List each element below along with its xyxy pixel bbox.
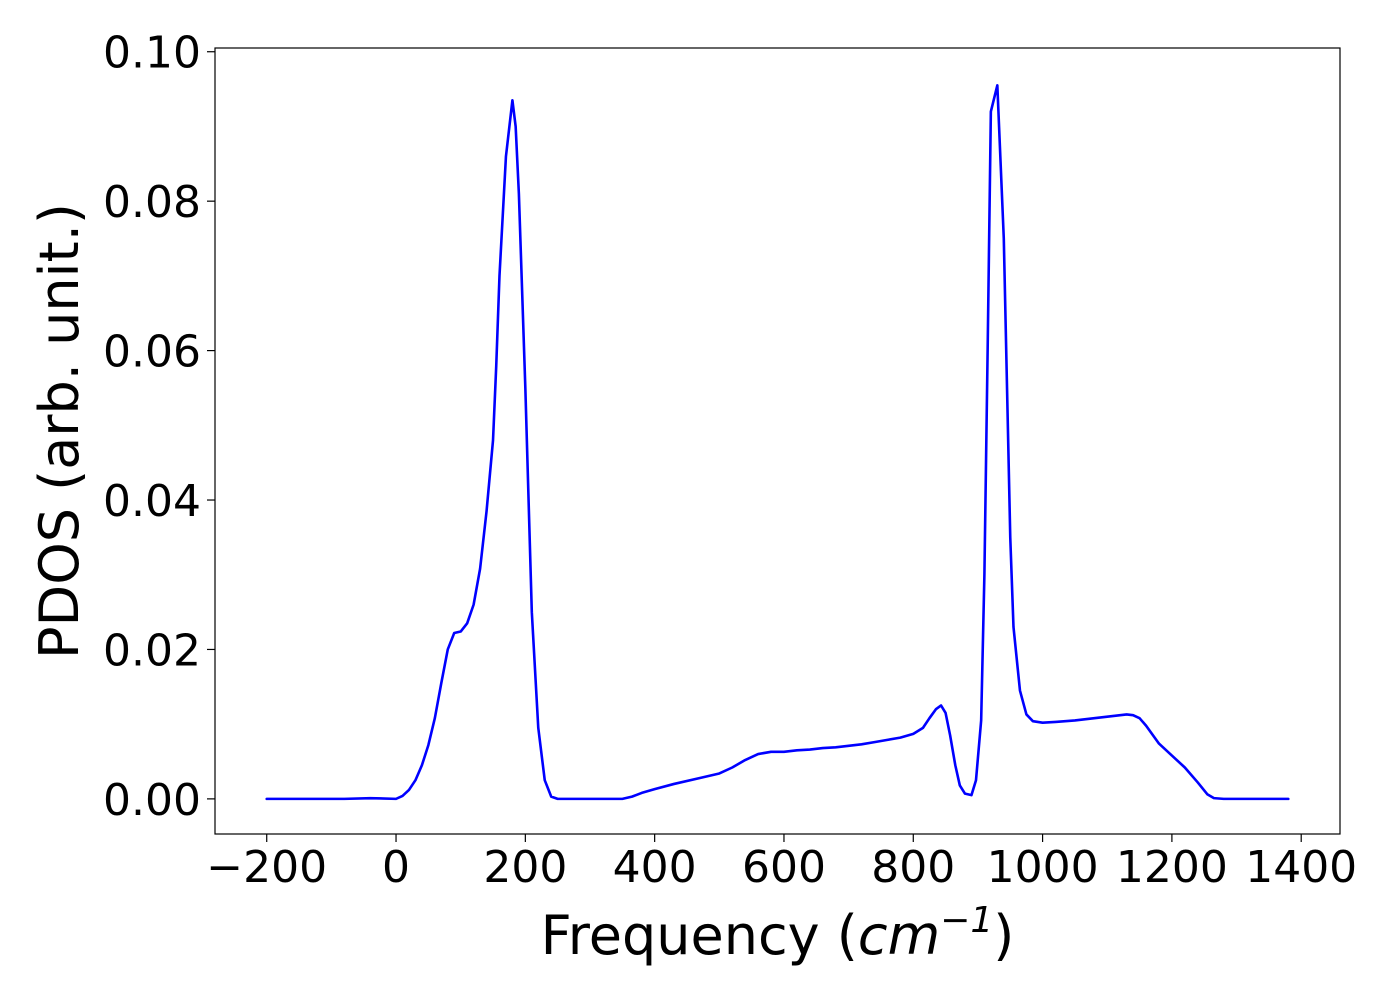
x-axis-label: Frequency (cm−1) [541, 900, 1015, 967]
x-tick-label: 0 [382, 842, 410, 893]
y-axis-label: PDOS (arb. unit.) [28, 203, 91, 659]
x-axis-label-unit: cm [858, 904, 940, 967]
y-tick-label: 0.00 [103, 775, 201, 826]
x-tick-label: 200 [483, 842, 567, 893]
x-tick-label: 600 [742, 842, 826, 893]
ticks-layer: −200 0 200 400 600 800 1000 1200 1400 0.00 0.02 0.0… [103, 28, 1357, 893]
plot-frame [214, 47, 1341, 835]
x-axis-label-paren-close: ) [993, 904, 1014, 967]
x-tick-label: 800 [871, 842, 955, 893]
y-tick-label: 0.06 [103, 327, 201, 378]
x-tick-label: 1200 [1116, 842, 1228, 893]
x-tick-label: 400 [613, 842, 697, 893]
y-tick-label: 0.04 [103, 476, 201, 527]
x-axis-label-unit-exponent: −1 [940, 900, 993, 941]
pdos-series-line [265, 84, 1290, 801]
y-tick-label: 0.02 [103, 625, 201, 676]
x-axis-label-text: Frequency [541, 904, 837, 967]
y-tick-label: 0.10 [103, 28, 201, 79]
x-axis-label-paren-open: ( [837, 904, 858, 967]
series-layer [265, 84, 1290, 801]
x-tick-label: 1000 [987, 842, 1099, 893]
y-tick-label: 0.08 [103, 177, 201, 228]
x-tick-label: 1400 [1245, 842, 1357, 893]
x-tick-label: −200 [206, 842, 327, 893]
